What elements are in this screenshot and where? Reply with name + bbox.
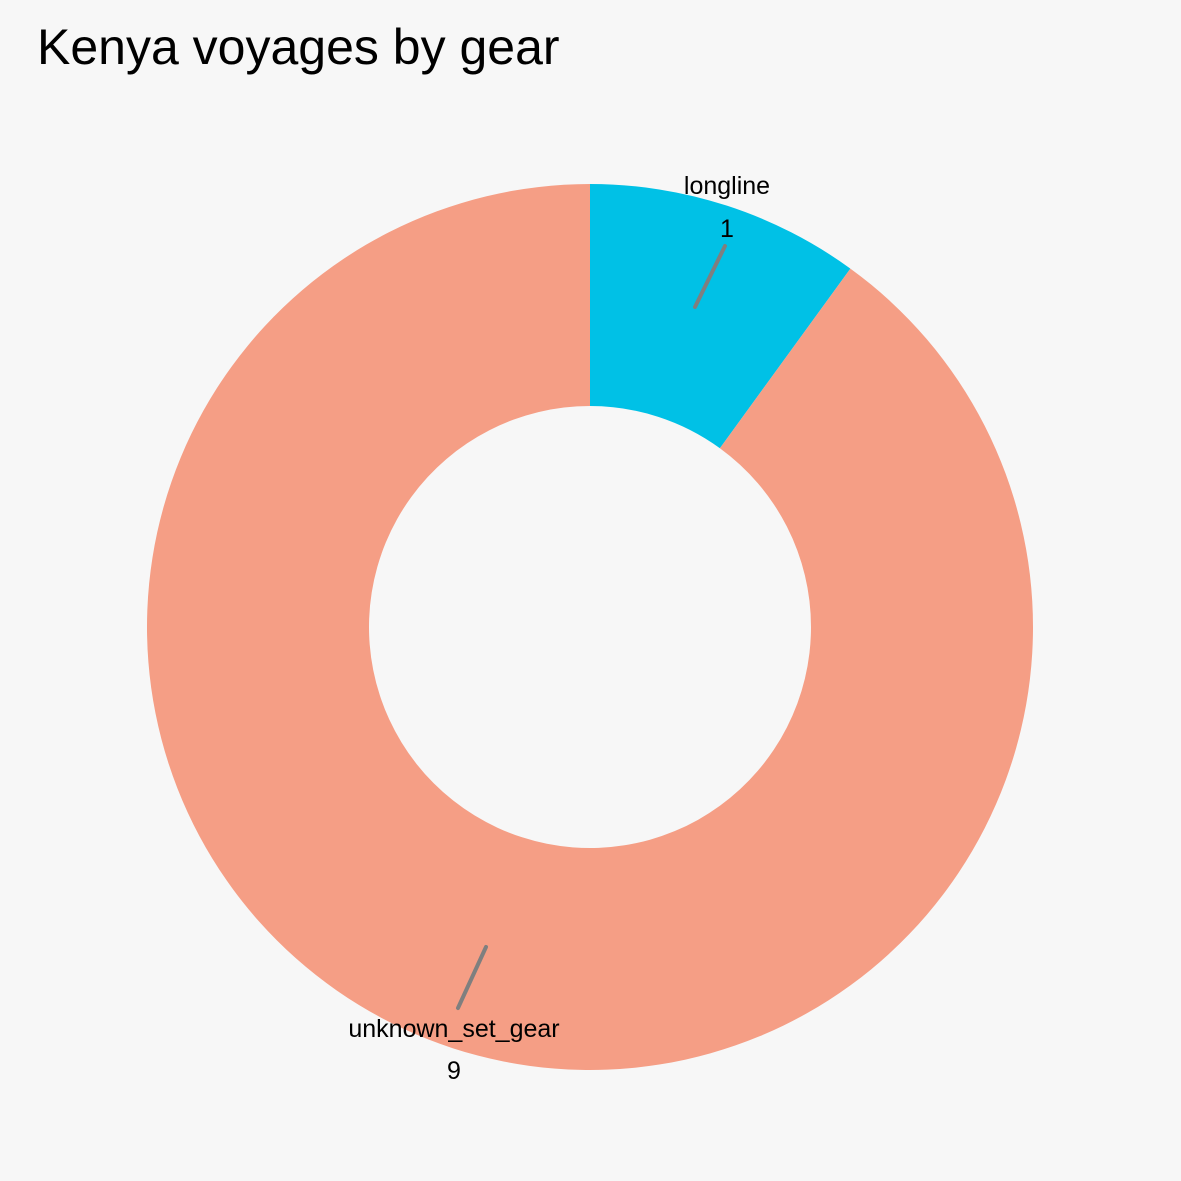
slice-value-unknown-set-gear: 9 [447,1057,461,1085]
chart-title: Kenya voyages by gear [37,19,560,75]
slice-label-unknown-set-gear: unknown_set_gear [348,1015,559,1043]
leader-line-unknown-set-gear [456,945,488,1010]
slice-label-longline: longline [684,172,770,200]
slices-group [146,184,1033,1071]
leader-line-longline [693,244,727,309]
slice-labels: longline 1 unknown_set_gear 9 [348,172,770,1085]
leader-lines [456,244,727,1010]
slice-unknown-set-gear [146,184,1033,1071]
slice-longline [590,184,851,449]
slice-value-longline: 1 [720,215,734,243]
